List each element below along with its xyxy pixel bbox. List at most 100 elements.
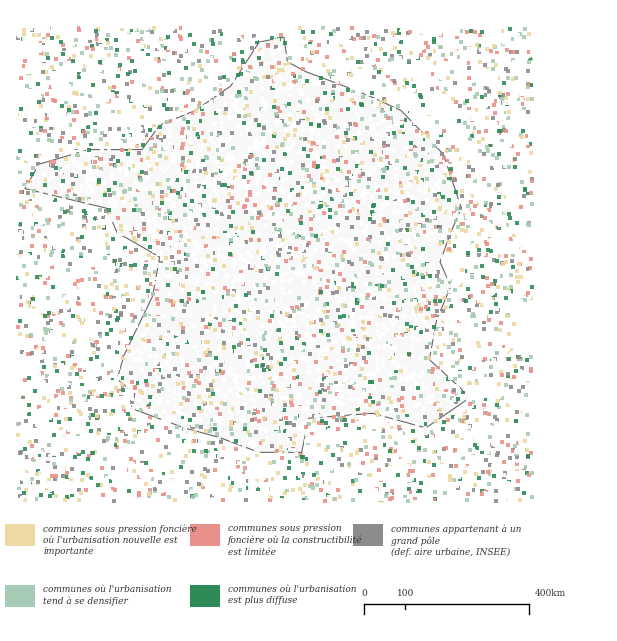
Point: [137, 167, 147, 178]
Point: [203, 56, 213, 66]
Point: [389, 229, 399, 239]
Point: [215, 320, 225, 330]
Point: [47, 327, 57, 337]
Point: [82, 41, 92, 51]
Point: [38, 440, 48, 450]
Point: [418, 49, 428, 59]
Point: [381, 165, 391, 176]
Point: [513, 456, 523, 466]
Point: [230, 304, 240, 315]
Point: [43, 465, 52, 475]
Point: [40, 278, 50, 288]
Point: [79, 225, 89, 235]
Point: [164, 492, 174, 502]
Point: [509, 155, 519, 165]
Point: [145, 485, 155, 495]
Point: [242, 181, 252, 192]
Point: [352, 161, 362, 171]
Point: [147, 434, 157, 444]
Point: [455, 444, 465, 454]
Point: [277, 346, 287, 356]
Point: [238, 85, 248, 95]
Point: [245, 304, 255, 315]
Point: [54, 231, 64, 241]
Point: [499, 162, 508, 172]
Point: [350, 458, 360, 469]
Point: [81, 323, 91, 333]
Point: [299, 492, 308, 503]
Point: [101, 301, 110, 311]
Point: [434, 404, 444, 414]
Point: [226, 329, 236, 339]
Point: [423, 42, 433, 53]
Point: [202, 445, 212, 456]
Point: [495, 220, 505, 230]
Point: [527, 94, 537, 104]
Point: [45, 183, 55, 193]
Point: [267, 328, 277, 338]
Point: [503, 284, 513, 294]
Point: [408, 426, 418, 436]
Point: [370, 415, 380, 425]
Point: [208, 365, 218, 376]
Point: [95, 205, 105, 215]
Point: [236, 69, 246, 79]
Point: [296, 116, 306, 126]
Point: [366, 247, 376, 258]
Point: [351, 200, 361, 210]
Point: [385, 187, 395, 197]
Point: [355, 495, 365, 506]
Point: [236, 401, 246, 411]
Point: [100, 253, 110, 263]
Point: [460, 58, 470, 68]
Point: [144, 419, 154, 429]
Point: [339, 51, 349, 62]
Point: [240, 169, 250, 179]
Point: [346, 189, 356, 199]
Point: [235, 322, 245, 333]
Point: [269, 62, 279, 72]
Point: [350, 185, 360, 196]
Point: [70, 289, 80, 299]
Point: [321, 475, 331, 485]
Point: [331, 431, 341, 442]
Point: [200, 343, 210, 353]
Point: [157, 192, 167, 202]
Point: [66, 335, 76, 345]
Point: [512, 271, 522, 281]
Point: [387, 486, 397, 496]
Point: [131, 287, 141, 297]
Point: [105, 196, 115, 206]
Point: [449, 85, 459, 96]
Point: [189, 381, 199, 391]
Point: [312, 96, 322, 106]
Point: [408, 351, 418, 362]
Point: [55, 244, 65, 254]
Point: [204, 412, 214, 422]
Point: [217, 310, 227, 320]
Point: [259, 335, 269, 345]
Point: [483, 138, 493, 148]
Point: [503, 371, 513, 381]
Point: [313, 474, 323, 484]
Point: [85, 26, 95, 36]
Point: [403, 28, 413, 38]
Point: [407, 344, 417, 354]
Point: [484, 80, 494, 90]
Point: [66, 201, 76, 212]
Point: [284, 246, 294, 256]
Point: [430, 226, 440, 236]
Point: [120, 186, 130, 196]
Point: [428, 431, 437, 441]
Point: [22, 26, 31, 37]
Point: [296, 212, 306, 222]
Point: [342, 172, 352, 183]
Text: communes sous pression
foncière où la constructibilité
est limitée: communes sous pression foncière où la co…: [228, 524, 363, 556]
Point: [378, 329, 388, 340]
Point: [383, 238, 393, 249]
Point: [471, 262, 481, 272]
Point: [277, 163, 287, 174]
Point: [414, 292, 424, 302]
Point: [36, 121, 46, 131]
Point: [268, 277, 278, 287]
